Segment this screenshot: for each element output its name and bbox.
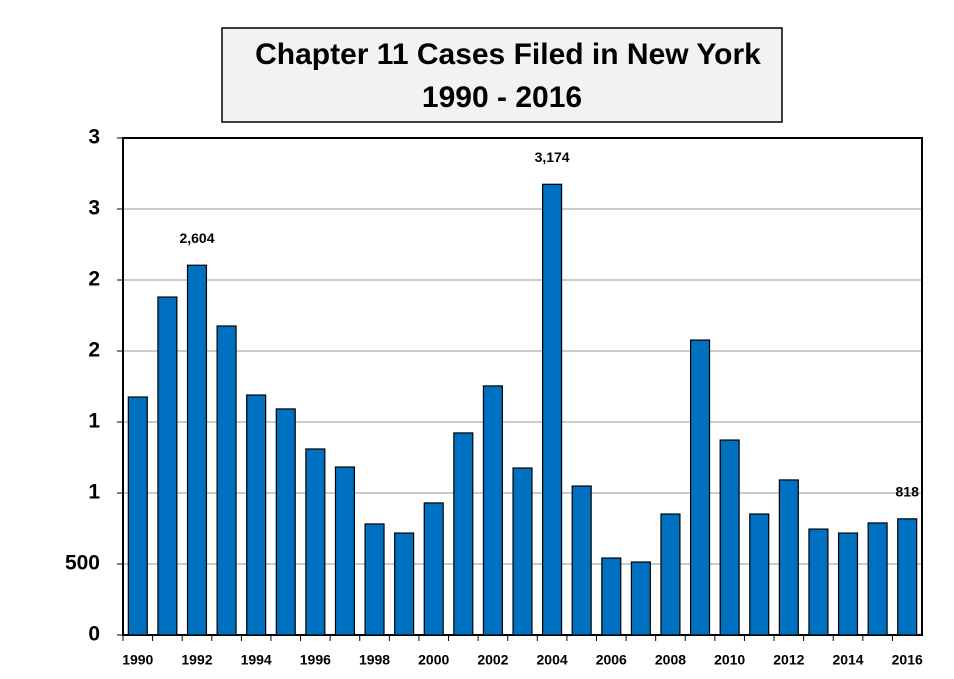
x-tick-label: 2012 [773,652,804,668]
x-tick-label: 1996 [300,652,331,668]
value-label: 2,604 [179,230,214,246]
x-tick-label: 2014 [832,652,863,668]
bar [364,523,385,636]
bar [601,557,622,636]
bar [157,296,178,636]
y-tick-label: 2 [88,339,100,362]
bar [275,408,296,636]
bar [897,518,918,636]
bar [571,485,592,636]
bar [749,513,770,636]
bar [216,325,237,636]
bar [394,532,415,636]
bar [689,339,711,636]
bar [453,432,474,636]
bar [246,394,267,636]
value-label: 818 [896,484,920,500]
bar [630,561,651,636]
x-tick-label: 2016 [892,652,923,668]
x-tick-label: 2000 [418,652,449,668]
bar [512,467,533,636]
bar [127,396,148,636]
y-tick-label: 500 [65,552,100,575]
x-tick-label: 1994 [241,652,272,668]
chart-title: Chapter 11 Cases Filed in New York [255,38,761,71]
bar [423,502,444,636]
x-tick-label: 2004 [537,652,568,668]
bar [719,439,740,636]
bar [542,183,563,636]
bar [837,532,859,636]
bar [334,466,356,636]
x-tick-label: 2010 [714,652,745,668]
title-box [221,27,783,123]
y-tick-label: 0 [88,623,100,646]
x-tick-label: 1990 [122,652,153,668]
x-tick-label: 2008 [655,652,686,668]
bar [186,264,208,636]
y-tick-label: 1 [88,410,100,433]
x-tick-label: 1998 [359,652,390,668]
bar [778,479,799,636]
bar [808,528,829,636]
y-tick-label: 1 [88,481,100,504]
y-tick-label: 3 [88,197,100,220]
y-tick-label: 3 [88,126,100,149]
x-tick-label: 2006 [596,652,627,668]
bar [305,448,326,636]
x-tick-label: 2002 [477,652,508,668]
y-tick-label: 2 [88,268,100,291]
x-tick-label: 1992 [181,652,212,668]
bar [660,513,681,636]
bar [867,522,888,636]
bar [482,385,503,636]
chart-subtitle: 1990 - 2016 [422,81,582,114]
value-label: 3,174 [535,149,570,165]
